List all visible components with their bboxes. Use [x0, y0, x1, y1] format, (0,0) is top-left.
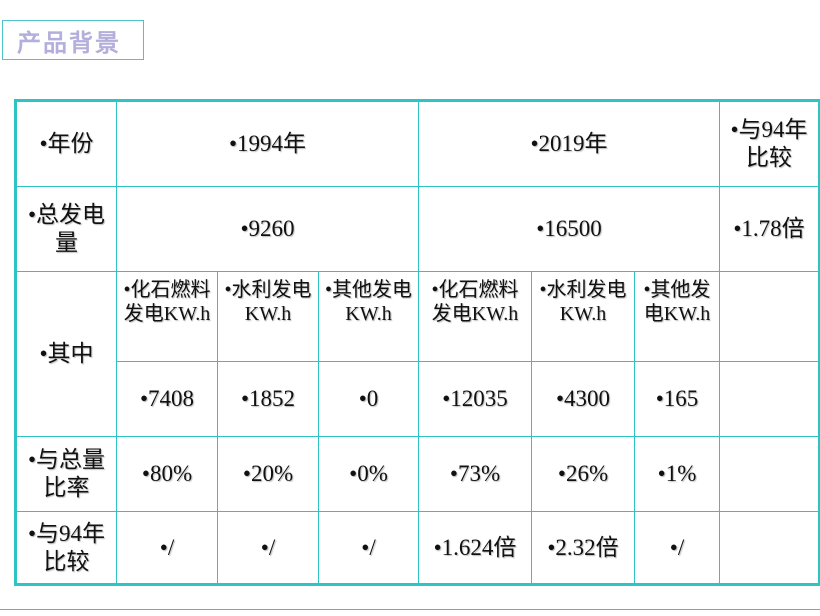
- empty-cell: [719, 511, 820, 585]
- cell: 其中: [39, 341, 93, 366]
- cell: 12035: [442, 386, 508, 411]
- cell: 1.624倍: [434, 535, 517, 560]
- cell: 0%: [349, 461, 388, 486]
- cell: 与94年比较: [730, 117, 807, 170]
- cell: 其他发电KW.h: [643, 279, 710, 325]
- empty-cell: [719, 361, 820, 437]
- cell: 4300: [556, 386, 610, 411]
- cell: 其他发电KW.h: [325, 279, 412, 325]
- cell: 7408: [140, 386, 194, 411]
- footer-line: [0, 609, 820, 610]
- title: 产品背景: [17, 30, 121, 57]
- cell: 73%: [450, 461, 500, 486]
- cell: 水利发电KW.h: [539, 279, 626, 325]
- cell: 1852: [241, 386, 295, 411]
- cell: 1.78倍: [733, 216, 804, 241]
- cell: /: [160, 535, 174, 560]
- cell: 1994年: [229, 131, 306, 156]
- cell: 2.32倍: [547, 535, 618, 560]
- cell: 165: [656, 386, 699, 411]
- cell: 水利发电KW.h: [224, 279, 311, 325]
- cell: 0: [359, 386, 379, 411]
- cell: 与总量比率: [28, 447, 105, 500]
- cell: 与94年比较: [28, 521, 105, 574]
- cell: 总发电量: [28, 202, 105, 255]
- cell: 26%: [558, 461, 608, 486]
- cell: 2019年: [530, 131, 607, 156]
- cell: 化石燃料发电KW.h: [123, 279, 210, 325]
- title-box: 产品背景: [2, 20, 144, 60]
- cell: 80%: [142, 461, 192, 486]
- empty-cell: [719, 271, 820, 362]
- cell: 9260: [240, 216, 294, 241]
- cell: /: [361, 535, 375, 560]
- cell: 16500: [536, 216, 602, 241]
- data-table: 年份 1994年 2019年 与94年比较 总发电量 9260 16500 1.…: [14, 99, 820, 586]
- cell: 年份: [39, 131, 93, 156]
- cell: 20%: [243, 461, 293, 486]
- cell: 1%: [658, 461, 697, 486]
- empty-cell: [719, 436, 820, 512]
- cell: /: [670, 535, 684, 560]
- cell: /: [261, 535, 275, 560]
- cell: 化石燃料发电KW.h: [431, 279, 518, 325]
